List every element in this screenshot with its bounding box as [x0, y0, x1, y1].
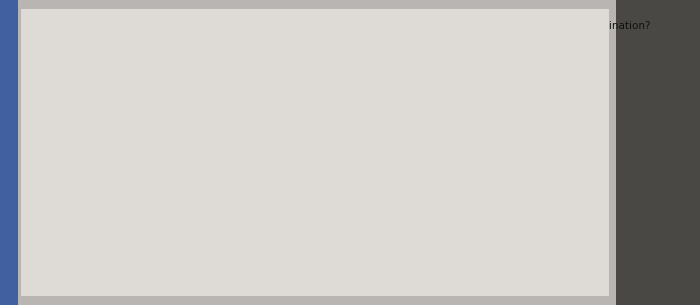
- Text: The equivalent Resistor is: The equivalent Resistor is: [27, 262, 162, 272]
- Bar: [104, 84, 156, 106]
- Bar: [220, 143, 272, 165]
- Bar: [161, 135, 214, 157]
- Bar: [150, 253, 550, 282]
- Bar: [291, 114, 344, 136]
- Bar: [104, 114, 156, 136]
- Bar: [220, 114, 272, 136]
- Bar: [161, 94, 214, 116]
- Bar: [104, 145, 156, 166]
- Text: Each of the resistors in the following diagram is 23.9 ohm, what is the equivale: Each of the resistors in the following d…: [27, 21, 650, 30]
- Text: Ohm: Ohm: [556, 262, 581, 272]
- Bar: [220, 86, 272, 107]
